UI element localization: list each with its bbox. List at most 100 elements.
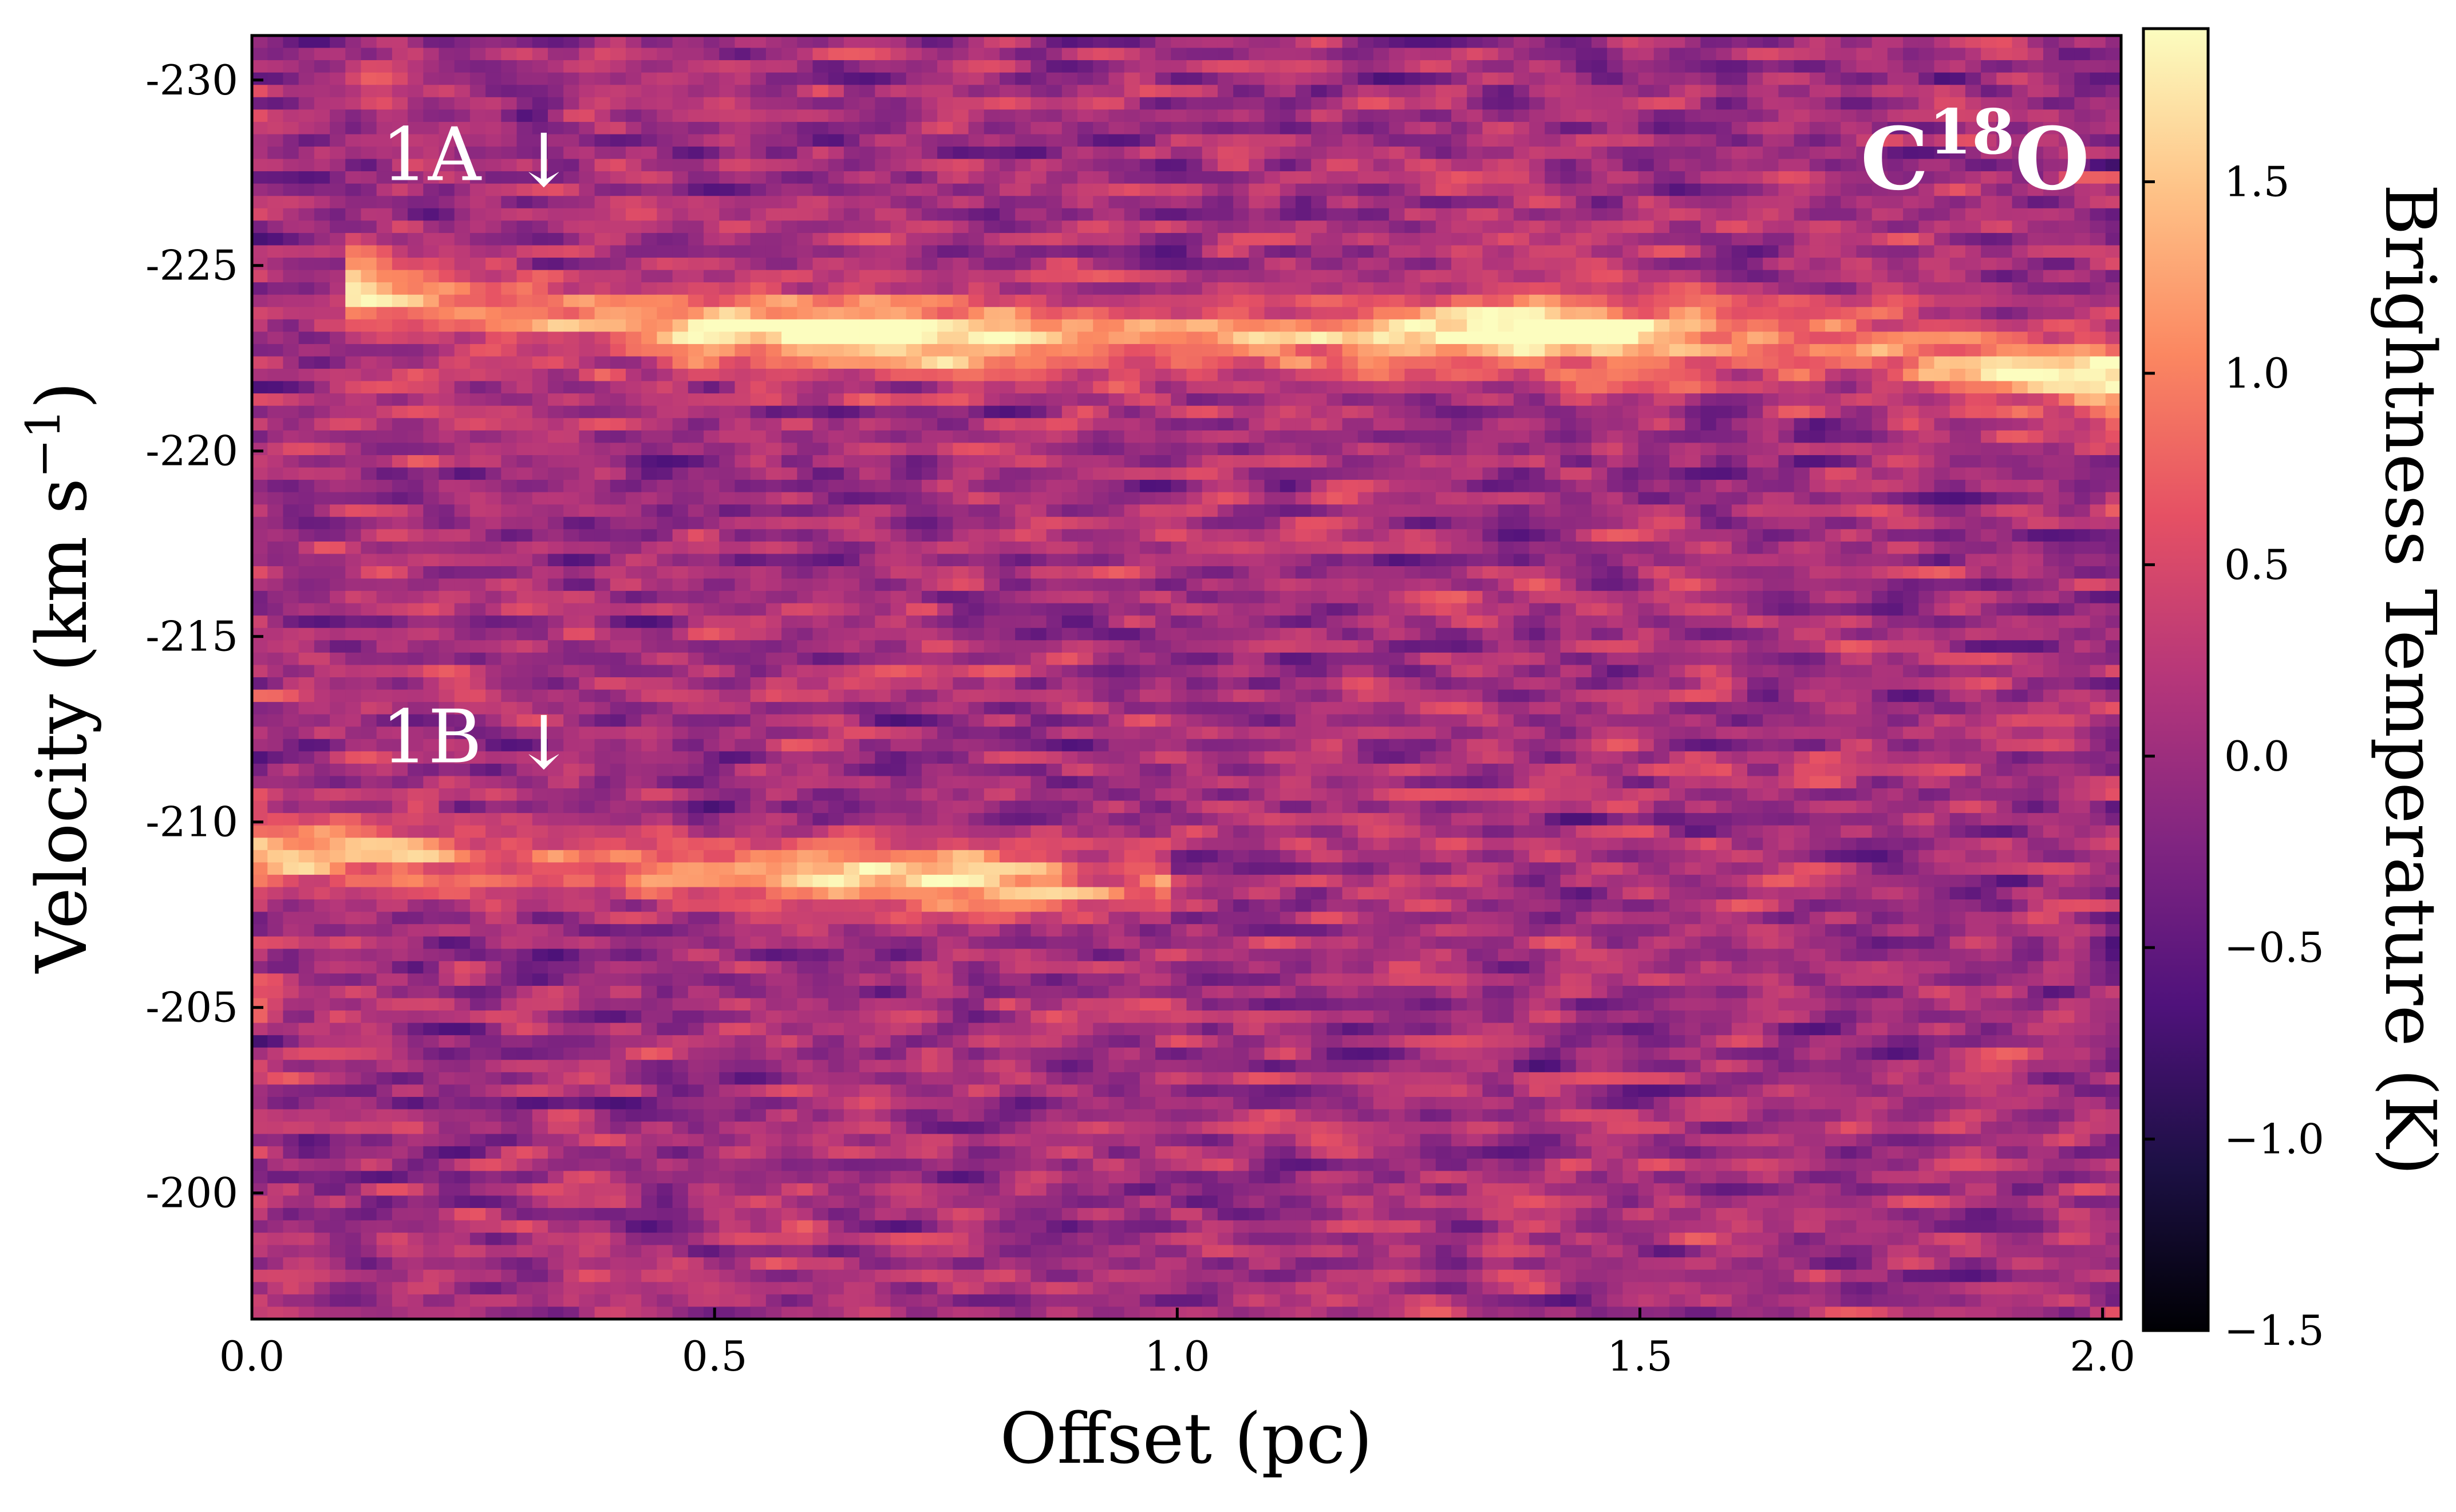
heatmap-cell	[1264, 220, 1281, 234]
heatmap-cell	[2012, 35, 2028, 49]
heatmap-cell	[1545, 97, 1561, 110]
heatmap-cell	[1576, 430, 1592, 444]
heatmap-cell	[875, 159, 891, 172]
heatmap-cell	[392, 48, 408, 61]
heatmap-cell	[1653, 492, 1670, 505]
heatmap-cell	[392, 369, 408, 382]
heatmap-cell	[1965, 393, 1981, 406]
heatmap-cell	[1934, 331, 1950, 345]
heatmap-cell	[408, 258, 424, 271]
heatmap-cell	[1498, 232, 1514, 246]
heatmap-cell	[781, 282, 798, 295]
heatmap-cell	[439, 282, 455, 295]
heatmap-cell	[1015, 504, 1032, 518]
heatmap-cell	[1435, 455, 1452, 468]
heatmap-cell	[1015, 60, 1032, 73]
heatmap-cell	[719, 393, 736, 406]
heatmap-cell	[1311, 541, 1328, 555]
heatmap-cell	[812, 492, 829, 505]
heatmap-cell	[1731, 455, 1748, 468]
heatmap-cell	[423, 282, 440, 295]
heatmap-cell	[1545, 381, 1561, 394]
heatmap-cell	[890, 121, 907, 135]
heatmap-cell	[750, 97, 767, 110]
heatmap-cell	[1077, 381, 1094, 394]
heatmap-cell	[1202, 516, 1218, 530]
heatmap-cell	[704, 72, 720, 86]
heatmap-cell	[1295, 331, 1312, 345]
heatmap-cell	[906, 344, 922, 357]
heatmap-cell	[1171, 121, 1187, 135]
heatmap-cell	[1264, 48, 1281, 61]
heatmap-cell	[345, 393, 362, 406]
heatmap-cell	[1171, 97, 1187, 110]
heatmap-cell	[469, 121, 486, 135]
heatmap-cell	[1139, 480, 1156, 493]
heatmap-cell	[1357, 159, 1374, 172]
heatmap-cell	[1389, 282, 1405, 295]
heatmap-cell	[2012, 171, 2028, 184]
heatmap-cell	[1171, 134, 1187, 147]
heatmap-cell	[1280, 147, 1296, 160]
heatmap-cell	[1139, 418, 1156, 431]
heatmap-cell	[1560, 467, 1577, 480]
heatmap-cell	[532, 541, 548, 555]
heatmap-cell	[704, 196, 720, 209]
heatmap-cell	[1700, 294, 1717, 308]
heatmap-cell	[1342, 381, 1359, 394]
heatmap-cell	[594, 331, 611, 345]
heatmap-cell	[672, 480, 689, 493]
heatmap-cell	[1887, 443, 1904, 456]
heatmap-cell	[921, 60, 938, 73]
heatmap-cell	[485, 85, 502, 98]
heatmap-cell	[1700, 430, 1717, 444]
heatmap-cell	[1794, 159, 1810, 172]
heatmap-cell	[1451, 60, 1468, 73]
heatmap-cell	[1108, 97, 1125, 110]
heatmap-cell	[843, 97, 860, 110]
heatmap-cell	[1825, 72, 1842, 86]
heatmap-cell	[1467, 196, 1483, 209]
heatmap-cell	[1887, 232, 1904, 246]
heatmap-cell	[501, 109, 518, 123]
heatmap-cell	[408, 443, 424, 456]
heatmap-cell	[1498, 430, 1514, 444]
heatmap-cell	[1155, 418, 1172, 431]
heatmap-cell	[1747, 393, 1764, 406]
heatmap-cell	[1108, 319, 1125, 333]
heatmap-cell	[1326, 319, 1343, 333]
heatmap-cell	[1731, 97, 1748, 110]
heatmap-cell	[1357, 245, 1374, 258]
heatmap-cell	[1124, 183, 1140, 197]
heatmap-cell	[641, 270, 658, 283]
heatmap-cell	[1093, 331, 1109, 345]
heatmap-cell	[921, 109, 938, 123]
heatmap-cell	[469, 97, 486, 110]
heatmap-cell	[1949, 97, 1966, 110]
heatmap-cell	[1139, 208, 1156, 222]
heatmap-cell	[1763, 109, 1779, 123]
heatmap-cell	[1498, 72, 1514, 86]
heatmap-cell	[1731, 393, 1748, 406]
heatmap-cell	[1249, 467, 1265, 480]
heatmap-cell	[1653, 147, 1670, 160]
heatmap-cell	[859, 529, 876, 542]
heatmap-cell	[579, 467, 595, 480]
heatmap-cell	[1467, 369, 1483, 382]
heatmap-cell	[1638, 48, 1655, 61]
heatmap-cell	[469, 369, 486, 382]
heatmap-cell	[1404, 443, 1421, 456]
heatmap-cell	[1622, 196, 1639, 209]
heatmap-cell	[1996, 529, 2013, 542]
heatmap-cell	[1622, 159, 1639, 172]
heatmap-cell	[2105, 319, 2122, 333]
heatmap-cell	[1171, 85, 1187, 98]
heatmap-cell	[361, 245, 377, 258]
heatmap-cell	[626, 258, 642, 271]
heatmap-cell	[1856, 504, 1873, 518]
heatmap-cell	[1155, 344, 1172, 357]
heatmap-cell	[1856, 405, 1873, 419]
heatmap-cell	[1653, 282, 1670, 295]
heatmap-cell	[1171, 72, 1187, 86]
heatmap-cell	[392, 430, 408, 444]
